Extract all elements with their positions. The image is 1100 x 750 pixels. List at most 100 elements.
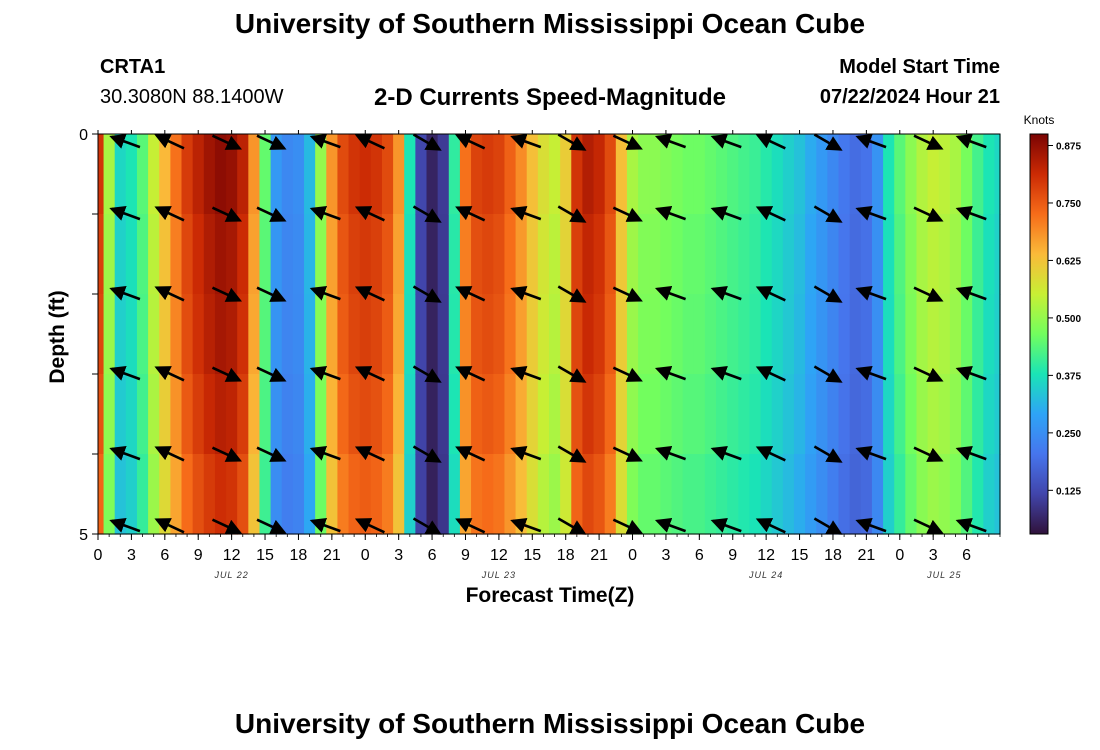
heatmap-cell xyxy=(270,134,283,215)
heatmap-cell xyxy=(871,454,884,535)
heatmap-cell xyxy=(482,294,494,375)
heatmap-cell xyxy=(103,454,116,535)
heatmap-cell xyxy=(537,214,550,295)
current-vector-arrow xyxy=(755,134,786,150)
heatmap-cell xyxy=(738,134,751,215)
heatmap-cell xyxy=(348,134,361,215)
current-vectors xyxy=(109,133,987,535)
heatmap-cell xyxy=(649,134,661,215)
heatmap-cell xyxy=(860,454,873,535)
heatmap-cell xyxy=(838,214,851,295)
current-vector-arrow xyxy=(309,285,341,301)
current-vector-arrow xyxy=(654,445,687,461)
heatmap-cell xyxy=(883,374,895,455)
heatmap-cell xyxy=(582,374,595,455)
heatmap-cell xyxy=(348,214,361,295)
heatmap-cell xyxy=(938,214,951,295)
heatmap-cell xyxy=(582,454,595,535)
heatmap-cell xyxy=(816,214,828,295)
heatmap-cell xyxy=(471,374,483,455)
colorbar-label: Knots xyxy=(1024,113,1055,127)
heatmap-cell xyxy=(560,214,572,295)
heatmap-cell xyxy=(615,374,628,455)
current-vector-arrow xyxy=(109,365,141,381)
heatmap-cell xyxy=(482,134,494,215)
heatmap-cell xyxy=(482,214,494,295)
x-tick-label: 3 xyxy=(127,547,136,564)
colorbar-tick-label: 0.500 xyxy=(1056,314,1081,325)
heatmap-cell xyxy=(370,374,383,455)
x-tick-label: 15 xyxy=(523,547,541,564)
x-tick-label: 18 xyxy=(557,547,575,564)
x-tick-label: 18 xyxy=(824,547,842,564)
current-vector-arrow xyxy=(955,445,987,461)
heatmap-cell xyxy=(526,214,539,295)
heatmap-cell xyxy=(827,374,840,455)
date-label: JUL 25 xyxy=(926,570,961,580)
heatmap-cell xyxy=(393,294,405,375)
heatmap-cell xyxy=(292,294,305,375)
current-vector-arrow xyxy=(855,285,887,301)
current-vector-arrow xyxy=(455,206,486,222)
heatmap-cell xyxy=(237,214,249,295)
current-vector-arrow xyxy=(109,133,141,149)
current-vector-arrow xyxy=(154,134,185,150)
current-vector-arrow xyxy=(955,133,987,149)
current-vector-arrow xyxy=(813,133,843,151)
heatmap-cell xyxy=(415,294,428,375)
x-axis-label: Forecast Time(Z) xyxy=(465,584,635,607)
heatmap-cell xyxy=(905,454,918,535)
heatmap-cell xyxy=(983,134,996,215)
current-vector-arrow xyxy=(654,517,687,533)
x-tick-label: 9 xyxy=(194,547,203,564)
heatmap-cell xyxy=(237,374,249,455)
heatmap-cell xyxy=(927,454,940,535)
x-tick-label: 12 xyxy=(757,547,775,564)
heatmap-cell xyxy=(638,454,650,535)
heatmap-cell xyxy=(304,214,316,295)
heatmap-cell xyxy=(181,134,194,215)
current-vector-arrow xyxy=(309,445,341,461)
heatmap-cell xyxy=(159,374,171,455)
date-label: JUL 24 xyxy=(748,570,783,580)
current-vector-arrow xyxy=(256,518,287,534)
x-tick-label: 0 xyxy=(628,547,637,564)
heatmap-cell xyxy=(849,134,862,215)
current-vector-arrow xyxy=(955,517,987,533)
heatmap-cell xyxy=(693,294,706,375)
heatmap-cell xyxy=(871,134,884,215)
heatmap-cell xyxy=(181,214,194,295)
heatmap-cell xyxy=(98,294,105,375)
current-vector-arrow xyxy=(710,517,742,533)
heatmap-cell xyxy=(894,294,906,375)
heatmap-cell xyxy=(782,454,795,535)
current-vector-arrow xyxy=(913,286,944,302)
heatmap-cell xyxy=(972,214,984,295)
current-vector-arrow xyxy=(211,446,243,462)
current-vector-arrow xyxy=(412,365,442,383)
heatmap-cell xyxy=(359,134,372,215)
heatmap-cell xyxy=(749,214,762,295)
heatmap-cell xyxy=(604,134,617,215)
heatmap-cell xyxy=(415,454,428,535)
current-vector-arrow xyxy=(455,134,486,150)
heatmap-cell xyxy=(660,454,673,535)
heatmap-cell xyxy=(693,374,706,455)
heatmap-cell xyxy=(170,454,183,535)
heatmap-cell xyxy=(515,454,528,535)
current-vector-arrow xyxy=(813,285,843,303)
colorbar-gradient xyxy=(1029,133,1049,535)
current-vector-arrow xyxy=(654,133,687,149)
heatmap-cell xyxy=(281,374,294,455)
heatmap-cell xyxy=(526,454,539,535)
heatmap-cell xyxy=(860,214,873,295)
heatmap-cell xyxy=(604,374,617,455)
current-vector-arrow xyxy=(855,205,887,221)
heatmap-cell xyxy=(660,294,673,375)
heatmap-cell xyxy=(738,374,751,455)
heatmap-cell xyxy=(604,214,617,295)
heatmap-cell xyxy=(359,374,372,455)
heatmap-cell xyxy=(214,134,227,215)
current-vector-arrow xyxy=(557,445,587,463)
x-tick-label: 3 xyxy=(661,547,670,564)
